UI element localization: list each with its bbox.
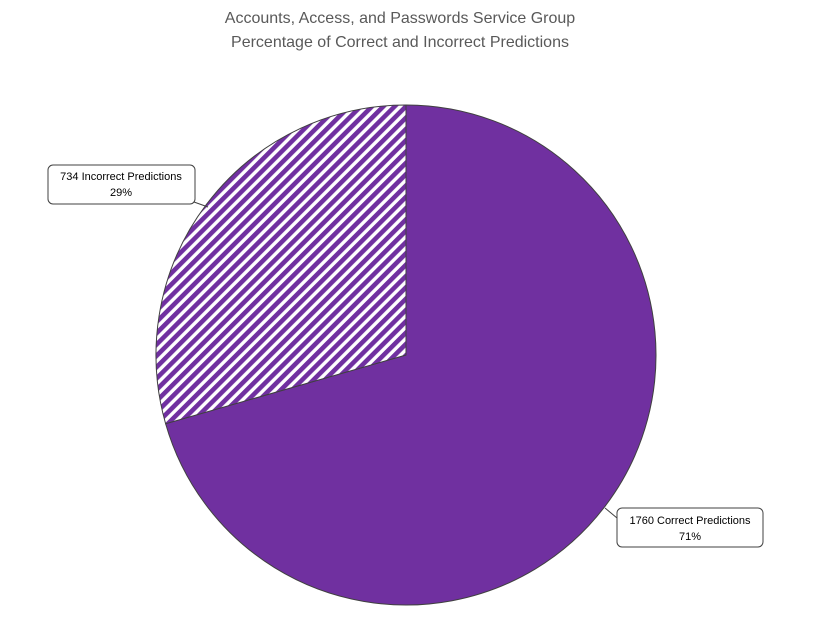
chart-title: Accounts, Access, and Passwords Service … — [225, 10, 575, 27]
pie-slices — [155, 104, 657, 606]
incorrect-leader-line — [193, 201, 209, 208]
chart-subtitle: Percentage of Correct and Incorrect Pred… — [231, 34, 569, 51]
incorrect-label-percent: 29% — [110, 187, 132, 199]
correct-label-line1: 1760 Correct Predictions — [629, 515, 751, 527]
incorrect-label-line1: 734 Incorrect Predictions — [60, 171, 182, 183]
incorrect-label-box — [47, 164, 196, 205]
correct-callout: 1760 Correct Predictions 71% — [604, 507, 764, 548]
pie-slice-correct-predictions — [165, 104, 657, 606]
incorrect-callout: 734 Incorrect Predictions 29% — [47, 164, 209, 208]
correct-label-percent: 71% — [679, 531, 701, 543]
correct-label-box — [616, 507, 764, 548]
correct-leader-line — [604, 507, 618, 519]
pie-slice-incorrect-predictions — [155, 104, 407, 425]
